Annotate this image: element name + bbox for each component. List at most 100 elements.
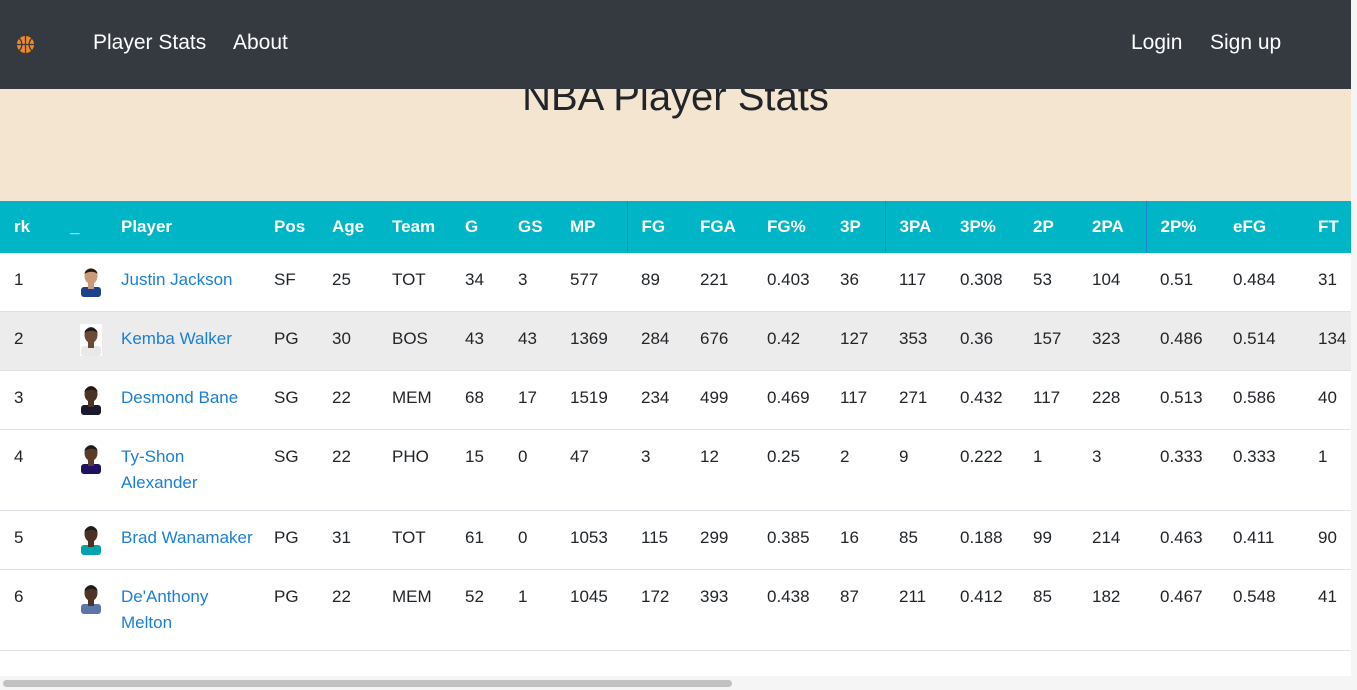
- cell-rk: 2: [14, 329, 24, 348]
- cell-mp: 1045: [570, 587, 608, 606]
- cell-g: 68: [465, 388, 484, 407]
- player-avatar-cell: [56, 312, 107, 371]
- cell-pos: SF: [274, 270, 296, 289]
- player-name-link[interactable]: Justin Jackson: [121, 270, 233, 289]
- cell-3pa: 85: [899, 528, 918, 547]
- cell-team: MEM: [392, 388, 432, 407]
- column-header-age[interactable]: Age: [332, 217, 365, 236]
- cell-ft: 41: [1318, 587, 1337, 606]
- cell-pos: PG: [274, 587, 299, 606]
- signup-link[interactable]: Sign up: [1210, 31, 1282, 54]
- player-name-link[interactable]: Desmond Bane: [121, 388, 239, 407]
- player-name-cell: Justin Jackson: [107, 253, 260, 312]
- cell-2pa: 323: [1092, 329, 1121, 348]
- horizontal-scrollbar-thumb[interactable]: [3, 680, 732, 687]
- cell-efg: 0.548: [1233, 587, 1276, 606]
- column-header-fga[interactable]: FGA: [700, 217, 736, 236]
- cell-2p-pct: 0.463: [1160, 528, 1203, 547]
- table-header-row: rk _ Player Pos Age Team G GS MP FG FGA FG% 3P 3PA 3P%…: [0, 201, 1351, 253]
- cell-ft: 134: [1318, 329, 1347, 348]
- cell-rk: 4: [14, 447, 24, 466]
- cell-gs: 0: [518, 528, 528, 547]
- cell-team: TOT: [392, 528, 426, 547]
- player-name-link[interactable]: Kemba Walker: [121, 329, 232, 348]
- player-name-link[interactable]: Ty-Shon Alexander: [121, 447, 198, 492]
- cell-2p-pct: 0.51: [1160, 270, 1194, 289]
- cell-mp: 1519: [570, 388, 608, 407]
- column-header-player[interactable]: Player: [121, 217, 173, 236]
- cell-pos: SG: [274, 447, 299, 466]
- login-link[interactable]: Login: [1131, 31, 1183, 54]
- cell-gs: 1: [518, 587, 528, 606]
- player-avatar-icon: [80, 442, 102, 474]
- cell-2p: 117: [1033, 388, 1061, 407]
- nav-about-link[interactable]: About: [233, 31, 288, 54]
- cell-fg-pct: 0.385: [767, 528, 810, 547]
- cell-3p: 2: [840, 447, 850, 466]
- player-name-cell: Ty-Shon Alexander: [107, 430, 260, 511]
- column-header-efg[interactable]: eFG: [1233, 217, 1267, 236]
- cell-3pa: 353: [899, 329, 928, 348]
- cell-ft: 1: [1318, 447, 1328, 466]
- column-header-ft[interactable]: FT: [1318, 217, 1339, 236]
- column-header-2p-pct[interactable]: 2P%: [1145, 201, 1219, 253]
- cell-g: 34: [465, 270, 484, 289]
- column-header-image[interactable]: _: [70, 217, 80, 236]
- cell-efg: 0.411: [1233, 528, 1275, 547]
- cell-gs: 0: [518, 447, 528, 466]
- cell-fg-pct: 0.25: [767, 447, 801, 466]
- player-name-cell: Kemba Walker: [107, 312, 260, 371]
- cell-3p-pct: 0.222: [960, 447, 1003, 466]
- column-header-2pa[interactable]: 2PA: [1092, 217, 1124, 236]
- column-header-3p-pct[interactable]: 3P%: [960, 217, 996, 236]
- cell-2p: 1: [1033, 447, 1043, 466]
- column-header-rk[interactable]: rk: [14, 217, 31, 236]
- column-header-g[interactable]: G: [465, 217, 479, 236]
- column-header-3p[interactable]: 3P: [840, 217, 861, 236]
- basketball-icon[interactable]: [16, 35, 35, 54]
- cell-fg: 89: [641, 270, 660, 289]
- column-header-3pa[interactable]: 3PA: [884, 201, 946, 253]
- cell-3p: 36: [840, 270, 859, 289]
- cell-3p-pct: 0.308: [960, 270, 1003, 289]
- table-row: 1 Justin Jackson SF 25 TOT 34 3 577 89 221 0.403 36…: [0, 253, 1351, 312]
- column-header-gs[interactable]: GS: [518, 217, 543, 236]
- player-name-link[interactable]: Brad Wanamaker: [121, 528, 253, 547]
- column-header-mp[interactable]: MP: [570, 217, 596, 236]
- cell-pos: PG: [274, 528, 299, 547]
- cell-3pa: 117: [899, 270, 927, 289]
- cell-fg: 115: [641, 528, 669, 547]
- player-avatar-cell: [56, 253, 107, 312]
- player-name-link[interactable]: De'Anthony Melton: [121, 587, 209, 632]
- player-avatar-cell: [56, 570, 107, 651]
- cell-2p-pct: 0.333: [1160, 447, 1203, 466]
- table-row: 5 Brad Wanamaker PG 31 TOT 61 0 1053 115 299 0.385…: [0, 511, 1351, 570]
- cell-2p-pct: 0.486: [1160, 329, 1203, 348]
- hero-banner: NBA Player Stats: [0, 89, 1351, 201]
- cell-team: MEM: [392, 587, 432, 606]
- cell-team: BOS: [392, 329, 428, 348]
- nav-player-stats-link[interactable]: Player Stats: [93, 31, 207, 54]
- column-header-fg-pct[interactable]: FG%: [767, 217, 806, 236]
- cell-age: 22: [332, 587, 351, 606]
- cell-efg: 0.514: [1233, 329, 1276, 348]
- player-avatar-cell: [56, 430, 107, 511]
- column-header-fg[interactable]: FG: [626, 201, 686, 253]
- cell-age: 25: [332, 270, 351, 289]
- player-avatar-icon: [80, 265, 102, 297]
- cell-3pa: 271: [899, 388, 928, 407]
- cell-fg: 284: [641, 329, 670, 348]
- player-avatar-icon: [80, 582, 102, 614]
- stats-table-container[interactable]: rk _ Player Pos Age Team G GS MP FG FGA FG% 3P 3PA 3P%…: [0, 201, 1351, 675]
- table-row: 2 Kemba Walker PG 30 BOS 43 43 1369 284 676 0.42 12…: [0, 311, 1351, 371]
- cell-fg-pct: 0.403: [767, 270, 810, 289]
- vertical-scrollbar-track: [1351, 0, 1357, 676]
- cell-pos: SG: [274, 388, 299, 407]
- column-header-2p[interactable]: 2P: [1033, 217, 1054, 236]
- cell-rk: 3: [14, 388, 24, 407]
- player-avatar-icon: [80, 324, 102, 356]
- cell-2pa: 3: [1092, 447, 1102, 466]
- column-header-pos[interactable]: Pos: [274, 217, 306, 236]
- column-header-team[interactable]: Team: [392, 217, 436, 236]
- cell-gs: 3: [518, 270, 528, 289]
